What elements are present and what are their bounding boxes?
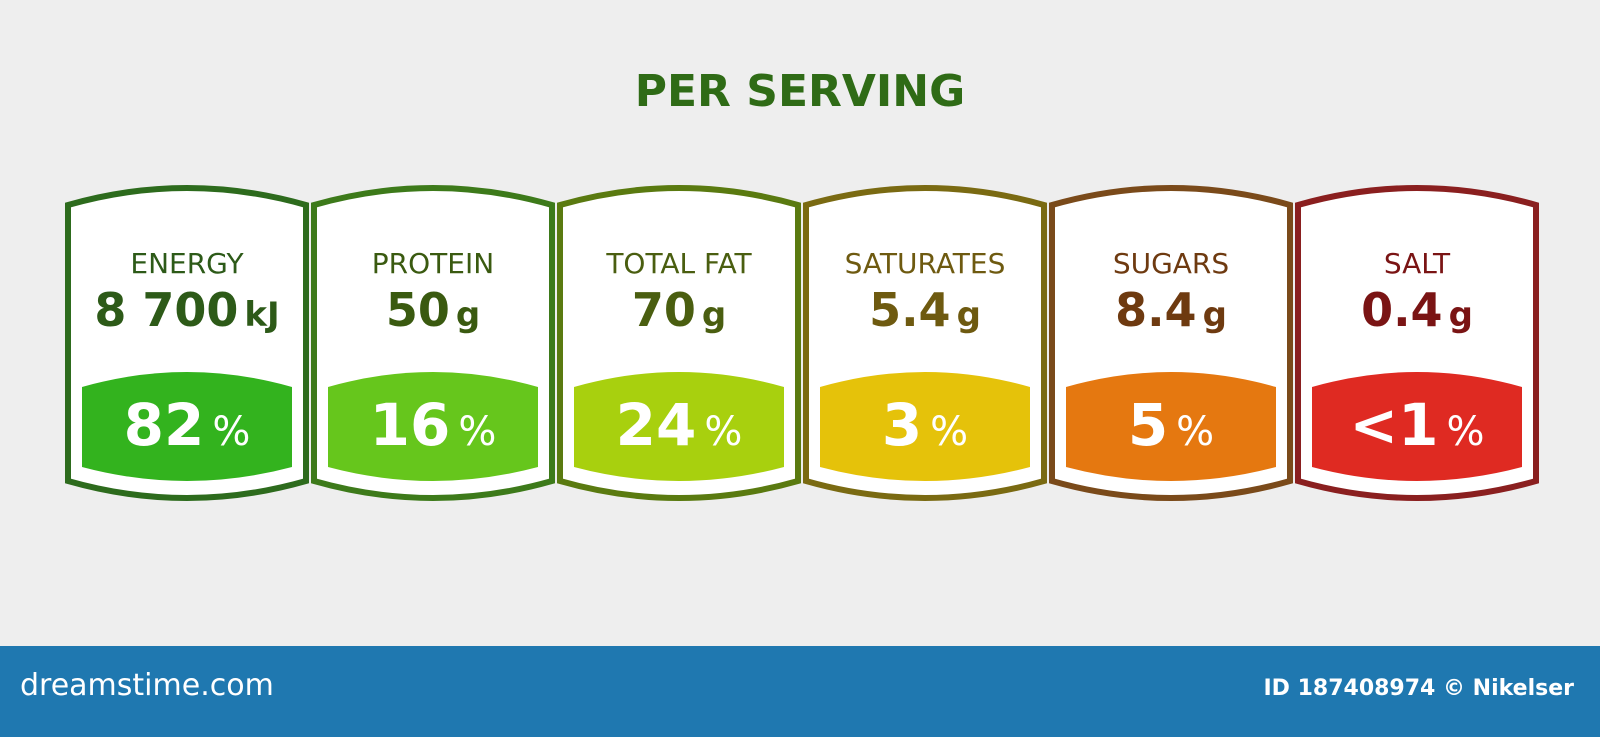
amount-value: 5.4 [869,283,951,337]
percent-band [820,372,1030,481]
percent-value: 5 [1127,391,1169,459]
amount-value: 0.4 [1361,283,1443,337]
daily-percent: <1% [1294,391,1540,459]
percent-band [82,372,292,481]
amount-value: 8.4 [1115,283,1197,337]
amount-value: 70 [631,283,696,337]
nutrient-label: SATURATES [844,247,1006,280]
percent-sign: % [930,409,969,455]
nutrient-amount: 8 700 kJ [64,283,310,337]
nutrient-amount: 50 g [310,283,556,337]
nutrient-amount: 8.4 g [1048,283,1294,337]
nutrient-card-protein: PROTEIN 50 g 16% [310,183,556,513]
nutrient-amount: 0.4 g [1294,283,1540,337]
nutrient-amount: 70 g [556,283,802,337]
daily-percent: 16% [310,391,556,459]
percent-sign: % [212,409,251,455]
percent-sign: % [458,409,497,455]
amount-unit: g [701,295,727,335]
percent-band [328,372,538,481]
nutrient-card-energy: ENERGY 8 700 kJ 82% [64,183,310,513]
percent-value: 82 [123,391,205,459]
nutrient-card-sugars: SUGARS 8.4 g 5% [1048,183,1294,513]
nutrient-amount: 5.4 g [802,283,1048,337]
nutrient-card-total-fat: TOTAL FAT 70 g 24% [556,183,802,513]
card-outline [311,185,555,501]
daily-percent: 3% [802,391,1048,459]
image-credit: ID 187408974 © Nikelser [1263,676,1574,701]
percent-band [1066,372,1276,481]
nutrient-card-salt: SALT 0.4 g <1% [1294,183,1540,513]
amount-unit: g [455,295,481,335]
card-outline [557,185,801,501]
card-outline [1295,185,1539,501]
amount-value: 50 [385,283,450,337]
amount-unit: g [1448,295,1473,335]
nutrient-label: PROTEIN [371,247,495,280]
card-outline [803,185,1047,501]
percent-value: 16 [369,391,451,459]
daily-percent: 5% [1048,391,1294,459]
percent-value: 3 [881,391,923,459]
amount-unit: kJ [244,295,280,335]
daily-percent: 82% [64,391,310,459]
amount-value: 8 700 [94,283,239,337]
nutrient-label: SUGARS [1112,247,1230,280]
nutrient-label: SALT [1383,247,1451,280]
percent-sign: % [704,409,743,455]
percent-band [1312,372,1522,481]
percent-sign: % [1176,409,1215,455]
percent-value: 24 [615,391,697,459]
brand-logo-text: dreamstime.com [20,668,274,703]
footer-bar: dreamstime.com ID 187408974 © Nikelser [0,646,1600,737]
page-title: PER SERVING [634,66,966,117]
nutrient-card-saturates: SATURATES 5.4 g 3% [802,183,1048,513]
percent-value: <1 [1349,391,1439,459]
daily-percent: 24% [556,391,802,459]
amount-unit: g [1202,295,1227,335]
card-outline [65,185,309,501]
card-outline [1049,185,1293,501]
nutrient-label: TOTAL FAT [606,247,752,280]
nutrient-label: ENERGY [130,247,244,280]
percent-band [574,372,784,481]
amount-unit: g [956,295,981,335]
percent-sign: % [1446,409,1485,455]
nutrition-cards: ENERGY 8 700 kJ 82% PROTEIN 50 g 16% TOTAL FAT 70… [64,183,1540,513]
